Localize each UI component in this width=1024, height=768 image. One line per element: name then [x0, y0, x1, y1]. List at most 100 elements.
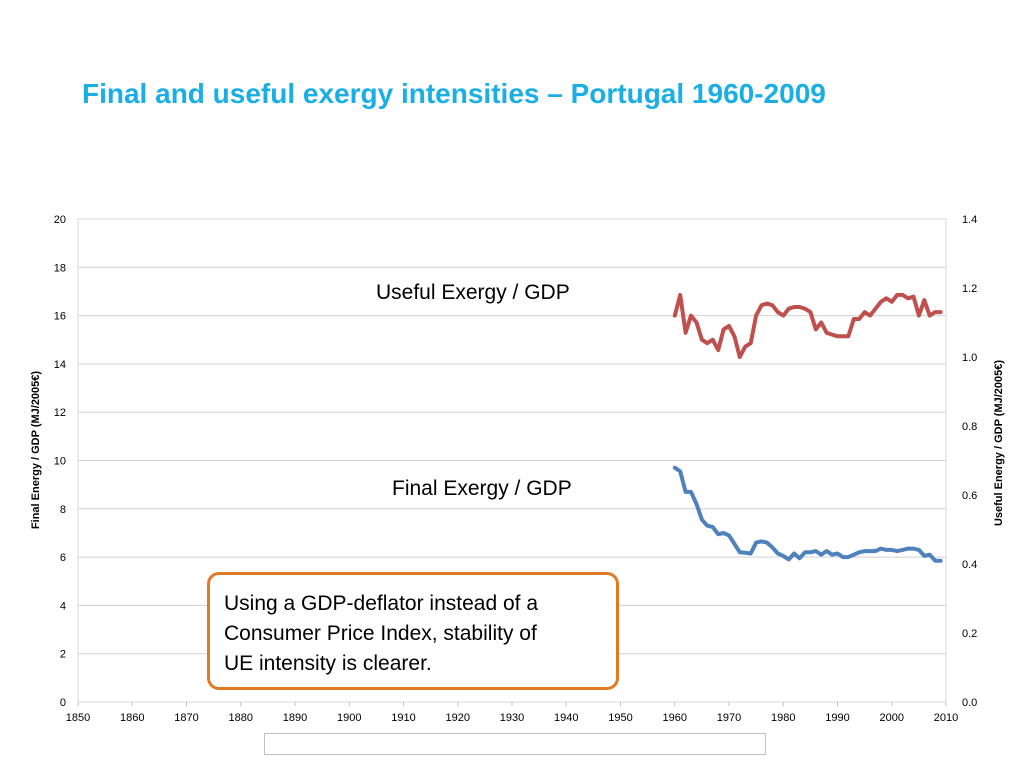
data-point [673, 314, 677, 318]
x-tick-label: 1940 [554, 712, 578, 724]
y2-tick-label: 1.0 [962, 352, 977, 364]
x-tick-label: 1900 [337, 712, 361, 724]
data-point [825, 549, 829, 553]
data-point [765, 541, 769, 545]
data-point [678, 469, 682, 473]
data-point [852, 553, 856, 557]
data-point [814, 327, 818, 331]
data-point [689, 314, 693, 318]
data-point [895, 549, 899, 553]
data-point [836, 334, 839, 338]
data-point [760, 303, 764, 307]
data-point [814, 549, 818, 553]
data-point [749, 341, 753, 345]
data-point [694, 321, 698, 324]
data-point [922, 298, 926, 302]
data-point [917, 314, 921, 318]
data-point [738, 550, 742, 554]
y-tick-label: 20 [54, 214, 66, 226]
data-point [917, 548, 921, 552]
y-tick-label: 10 [54, 456, 66, 468]
data-point [798, 305, 802, 309]
y-tick-label: 8 [60, 504, 66, 516]
data-point [928, 553, 932, 557]
data-point [819, 553, 823, 557]
data-point [732, 542, 736, 546]
y2-tick-label: 0.2 [962, 628, 977, 640]
series-points-useful-exergy-gdp [673, 293, 943, 359]
x-tick-label: 1920 [446, 712, 470, 724]
data-point [906, 296, 910, 300]
data-point [792, 551, 796, 555]
data-point [776, 551, 780, 555]
data-point [825, 331, 829, 335]
callout-line-3: UE intensity is clearer. [224, 652, 432, 675]
data-point [863, 549, 867, 553]
y2-tick-label: 1.2 [962, 283, 977, 295]
data-point [684, 331, 688, 335]
callout-line-1: Using a GDP-deflator instead of a [224, 592, 538, 615]
y-tick-label: 12 [54, 407, 66, 419]
x-tick-label: 1960 [663, 712, 687, 724]
data-point [846, 555, 850, 559]
y-tick-label: 4 [60, 600, 66, 612]
y-tick-label: 0 [60, 697, 66, 709]
data-point [798, 556, 802, 560]
right-axis-ticks: 0.0 0.2 0.4 0.6 0.8 1.0 1.2 1.4 [962, 214, 977, 709]
data-point [841, 334, 845, 338]
data-point [711, 525, 715, 529]
y2-tick-label: 0.6 [962, 490, 977, 502]
y-tick-label: 14 [54, 359, 66, 371]
data-point [873, 549, 877, 553]
data-point [749, 551, 753, 555]
data-point [863, 310, 867, 314]
data-point [939, 310, 943, 314]
left-axis-label: Final Energy / GDP (MJ/2005€) [30, 371, 42, 529]
data-point [754, 314, 758, 318]
right-axis-label: Useful Energy / GDP (MJ/2005€) [993, 360, 1005, 526]
data-point [689, 490, 693, 494]
x-tick-label: 1930 [500, 712, 524, 724]
callout-line-2: Consumer Price Index, stability of [224, 622, 537, 645]
x-tick-label: 1970 [717, 712, 741, 724]
data-point [879, 547, 883, 551]
data-point [836, 551, 839, 555]
x-tick-label: 1980 [771, 712, 795, 724]
x-axis-ticks: 1850 1860 1870 1880 1890 1900 1910 1920 1930 1940… [66, 702, 958, 724]
x-tick-label: 1990 [825, 712, 849, 724]
data-point [700, 518, 704, 522]
data-point [928, 314, 932, 318]
data-point [787, 307, 791, 311]
series-line-final-exergy-gdp [672, 465, 943, 563]
useful-exergy-series-label: Useful Exergy / GDP [376, 281, 570, 305]
data-point [716, 348, 720, 352]
data-point [743, 551, 747, 555]
page-title: Final and useful exergy intensities – Po… [82, 78, 826, 109]
data-point [684, 490, 688, 494]
y2-tick-label: 0.4 [962, 559, 977, 571]
data-point [890, 300, 894, 304]
data-point [830, 333, 834, 337]
data-point [895, 293, 899, 297]
data-point [901, 548, 905, 552]
data-point [770, 303, 774, 307]
series-lines [672, 292, 943, 563]
data-point [846, 334, 850, 338]
data-point [868, 549, 872, 553]
data-point [781, 554, 785, 558]
data-point [933, 559, 937, 563]
y2-tick-label: 1.4 [962, 214, 977, 226]
left-axis-ticks: 0 2 4 6 8 10 12 14 16 18 20 [54, 214, 66, 709]
data-point [705, 341, 709, 345]
data-point [911, 547, 915, 551]
data-point [901, 293, 905, 297]
y-tick-label: 6 [60, 552, 66, 564]
data-point [906, 547, 910, 551]
data-point [781, 314, 785, 318]
x-tick-label: 2000 [880, 712, 904, 724]
data-point [911, 295, 915, 299]
x-tick-label: 1880 [229, 712, 253, 724]
data-point [857, 317, 861, 321]
data-point [808, 550, 812, 554]
data-point [732, 334, 736, 338]
